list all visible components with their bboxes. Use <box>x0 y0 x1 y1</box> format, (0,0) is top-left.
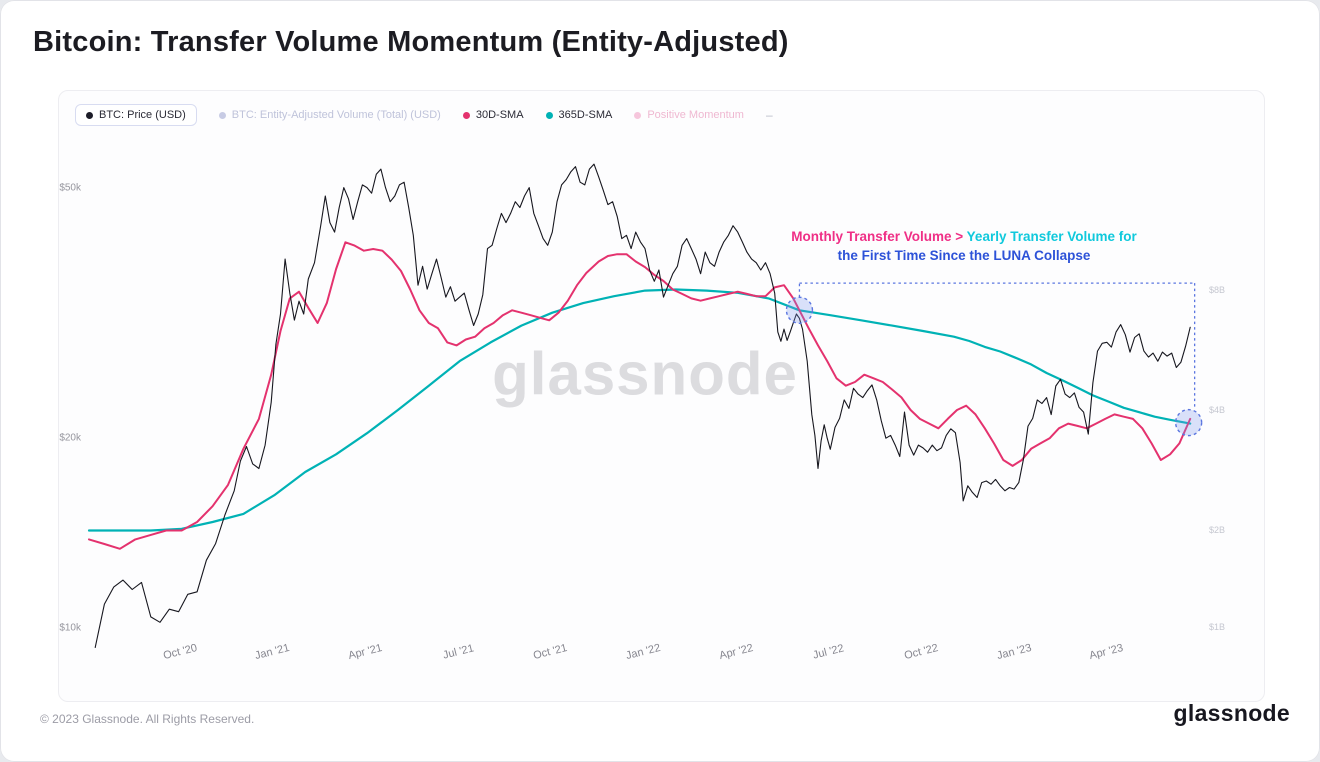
series-btc-price <box>94 163 1191 649</box>
series-sma-365d <box>87 288 1192 532</box>
xtick-label: Jan '21 <box>254 641 292 663</box>
legend-dot-icon <box>634 111 642 119</box>
legend-item-btc-price[interactable]: BTC: Price (USD) <box>75 104 197 126</box>
legend-item-positive-momentum[interactable]: Positive Momentum <box>634 109 744 121</box>
xtick-label: Oct '22 <box>903 642 940 662</box>
ytick-l-label: $20k <box>59 432 81 444</box>
xtick-label: Jul '21 <box>441 642 475 662</box>
xtick-label: Oct '20 <box>161 642 199 662</box>
legend-dot-icon <box>462 111 470 119</box>
xtick-label: Jul '22 <box>812 642 846 662</box>
legend-label: Positive Momentum <box>647 109 744 121</box>
xtick-label: Jan '22 <box>624 641 662 663</box>
page-title: Bitcoin: Transfer Volume Momentum (Entit… <box>33 26 789 58</box>
xtick-label: Apr '22 <box>717 642 755 662</box>
annotation-line-1: Monthly Transfer Volume > Yearly Transfe… <box>734 227 1194 246</box>
ytick-l-label: $50k <box>59 182 81 194</box>
legend-more-control[interactable]: – <box>765 108 773 122</box>
glassnode-logo: glassnode <box>1173 700 1290 726</box>
crossover-marker <box>785 296 814 324</box>
annotation-line-2: the First Time Since the LUNA Collapse <box>734 246 1194 265</box>
legend-label: BTC: Entity-Adjusted Volume (Total) (USD… <box>231 109 441 121</box>
legend-label: 30D-SMA <box>475 109 524 121</box>
watermark: glassnode <box>492 340 798 408</box>
ytick-r-label: $4B <box>1209 405 1226 415</box>
xtick-label: Oct '21 <box>532 642 569 662</box>
chart-annotation: Monthly Transfer Volume > Yearly Transfe… <box>734 227 1194 265</box>
series-sma-30d <box>88 241 1192 550</box>
legend-dot-icon <box>218 111 226 119</box>
legend-label: BTC: Price (USD) <box>99 109 186 121</box>
xtick-label: Jan '23 <box>995 641 1033 663</box>
legend-dot-icon <box>545 111 553 119</box>
ytick-r-label: $1B <box>1209 621 1226 632</box>
legend-item-entity-adjusted-volume[interactable]: BTC: Entity-Adjusted Volume (Total) (USD… <box>218 109 441 121</box>
chart-area: glassnode $50k $20k $10k $8B $4B $2B $1B Oct … <box>59 141 1225 662</box>
legend-item-365d-sma[interactable]: 365D-SMA <box>545 109 613 121</box>
xtick-label: Apr '23 <box>1088 642 1125 662</box>
annotation-segment: Monthly Transfer Volume > <box>791 229 967 244</box>
legend-dot-icon <box>86 111 93 119</box>
ytick-r-label: $8B <box>1209 284 1226 295</box>
annotation-segment: the First Time Since the LUNA Collapse <box>837 248 1091 263</box>
xtick-label: Apr '21 <box>347 642 384 662</box>
legend-item-30d-sma[interactable]: 30D-SMA <box>462 109 524 121</box>
chart-legend: BTC: Price (USD) BTC: Entity-Adjusted Vo… <box>75 104 773 126</box>
copyright-text: © 2023 Glassnode. All Rights Reserved. <box>40 712 255 726</box>
chart-card: BTC: Price (USD) BTC: Entity-Adjusted Vo… <box>58 90 1265 702</box>
crossover-marker <box>1174 408 1203 437</box>
legend-label: 365D-SMA <box>558 109 613 121</box>
chart-svg[interactable] <box>87 141 1203 649</box>
ytick-l-label: $10k <box>59 622 81 634</box>
ytick-r-label: $2B <box>1209 525 1226 536</box>
annotation-segment: Yearly Transfer Volume for <box>966 229 1137 244</box>
